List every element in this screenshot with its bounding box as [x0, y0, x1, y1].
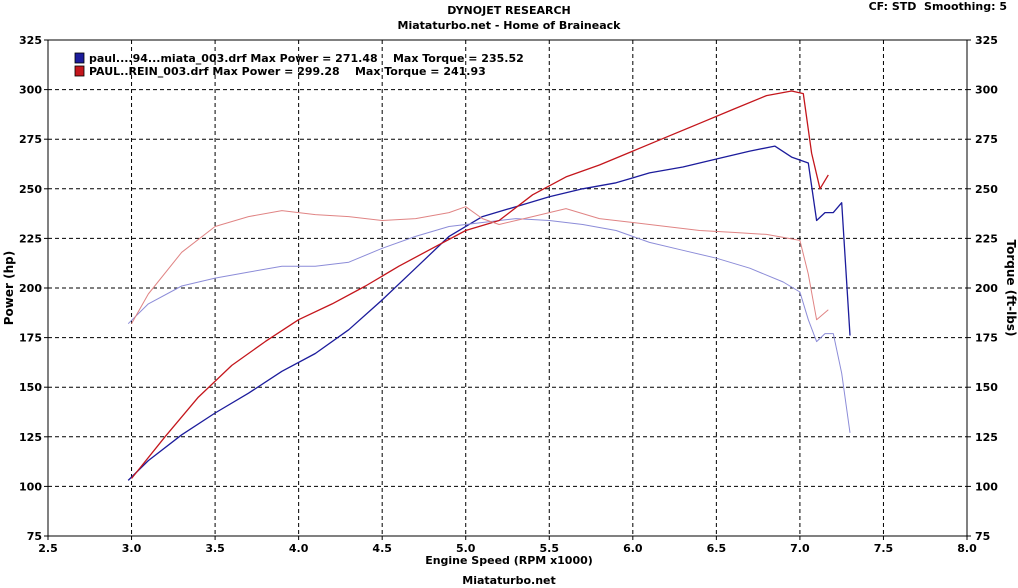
legend-entry: PAUL..REIN_003.drf Max Power = 299.28 Ma… [89, 65, 486, 78]
y-tick-label-right: 125 [975, 431, 998, 444]
y-tick-label-right: 325 [975, 34, 998, 47]
x-tick-label: 5.0 [456, 542, 476, 555]
gridlines [48, 40, 967, 536]
y-tick-label-right: 250 [975, 183, 998, 196]
chart-title: DYNOJET RESEARCH [447, 4, 571, 17]
y-tick-label-left: 275 [19, 133, 42, 146]
y-tick-label-right: 200 [975, 282, 998, 295]
y-tick-label-left: 300 [19, 84, 42, 97]
x-tick-label: 7.5 [874, 542, 894, 555]
x-axis-ticks: 2.5 3.0 3.5 4.0 4.5 5.0 5.5 6.0 6.5 7.0 7.5 8.0 [38, 536, 977, 555]
y-tick-label-right: 150 [975, 381, 998, 394]
y-tick-label-left: 200 [19, 282, 42, 295]
x-tick-label: 7.0 [790, 542, 810, 555]
legend: paul....94...miata_003.drf Max Power = 2… [74, 52, 524, 78]
x-tick-label: 2.5 [38, 542, 58, 555]
y-tick-label-left: 175 [19, 332, 42, 345]
x-tick-label: 6.5 [707, 542, 727, 555]
x-tick-label: 6.0 [623, 542, 643, 555]
legend-entry: paul....94...miata_003.drf Max Power = 2… [89, 52, 524, 65]
series-line-power [127, 145, 851, 481]
x-tick-label: 5.5 [540, 542, 560, 555]
y-tick-label-left: 250 [19, 183, 42, 196]
y-axis-left-ticks: 325 300 275 250 225 200 175 150 125 100 75 [19, 34, 48, 543]
settings-label: CF: STD Smoothing: 5 [868, 0, 1007, 13]
y-tick-label-left: 100 [19, 480, 42, 493]
y-tick-label-right: 300 [975, 84, 998, 97]
y-axis-right-label: Torque (ft-lbs) [1004, 240, 1018, 337]
x-tick-label: 3.0 [122, 542, 142, 555]
legend-swatch [74, 52, 85, 64]
x-tick-label: 8.0 [957, 542, 977, 555]
series-lines [127, 90, 851, 481]
x-tick-label: 4.5 [372, 542, 392, 555]
x-tick-label: 4.0 [289, 542, 309, 555]
y-tick-label-right: 275 [975, 133, 998, 146]
x-axis-label: Engine Speed (RPM x1000) [425, 554, 593, 567]
y-tick-label-left: 325 [19, 34, 42, 47]
y-tick-label-right: 175 [975, 332, 998, 345]
y-axis-left-label: Power (hp) [2, 251, 16, 325]
y-tick-label-right: 100 [975, 480, 998, 493]
legend-swatch [74, 65, 85, 77]
x-tick-label: 3.5 [205, 542, 225, 555]
y-tick-label-left: 150 [19, 381, 42, 394]
y-axis-right-ticks: 325 300 275 250 225 200 175 150 125 100 75 [967, 34, 998, 543]
y-tick-label-right: 225 [975, 232, 998, 245]
series-line-torque [131, 206, 829, 324]
footer-label: Miataturbo.net [462, 574, 556, 587]
series-line-torque [127, 218, 851, 433]
chart-subtitle: Miataturbo.net - Home of Braineack [397, 19, 621, 32]
y-tick-label-left: 125 [19, 431, 42, 444]
y-tick-label-right: 75 [975, 530, 990, 543]
plot-frame [47, 39, 968, 537]
y-tick-label-left: 75 [27, 530, 42, 543]
y-tick-label-left: 225 [19, 232, 42, 245]
series-line-power [130, 90, 829, 479]
